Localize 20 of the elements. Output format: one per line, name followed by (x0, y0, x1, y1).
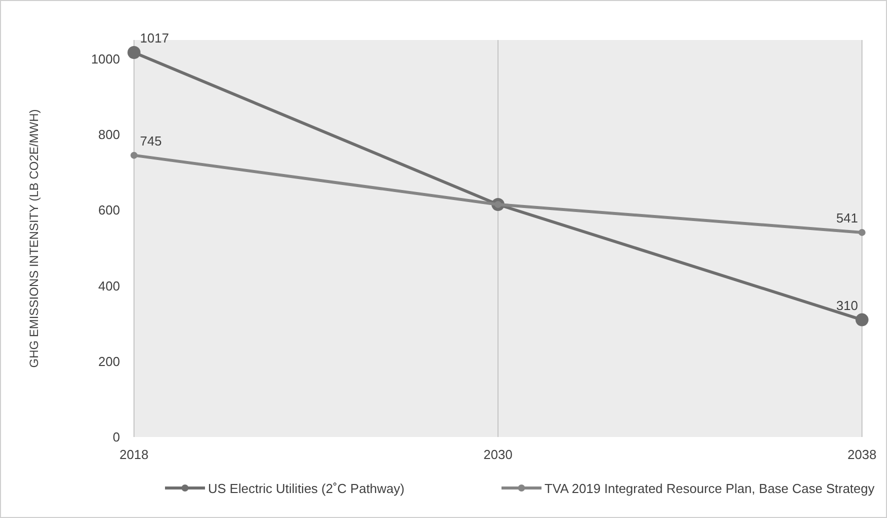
data-label: 541 (836, 210, 858, 226)
point (128, 46, 140, 59)
data-label: 745 (140, 133, 162, 148)
y-tick-label: 200 (98, 354, 120, 369)
legend-label: US Electric Utilities (2˚C Pathway) (208, 481, 404, 496)
x-tick-label: 2038 (848, 447, 876, 462)
point (856, 313, 868, 326)
y-tick-label: 1000 (91, 51, 120, 66)
y-tick-label: 800 (98, 127, 120, 142)
y-axis-title: GHG EMISSIONS INTENSITY (LB CO2E/MWH) (27, 109, 41, 368)
point (130, 152, 138, 159)
data-label: 1017 (140, 30, 169, 46)
x-tick-label: 2018 (120, 447, 148, 462)
y-tick-label: 400 (98, 278, 120, 294)
point (858, 228, 866, 236)
y-tick-label: 0 (112, 430, 120, 444)
x-tick-label: 2030 (484, 447, 512, 462)
y-tick-label: 600 (98, 202, 120, 218)
data-label: 310 (836, 298, 858, 313)
legend-label: TVA 2019 Integrated Resource Plan, Base Case Strategy (544, 481, 876, 496)
